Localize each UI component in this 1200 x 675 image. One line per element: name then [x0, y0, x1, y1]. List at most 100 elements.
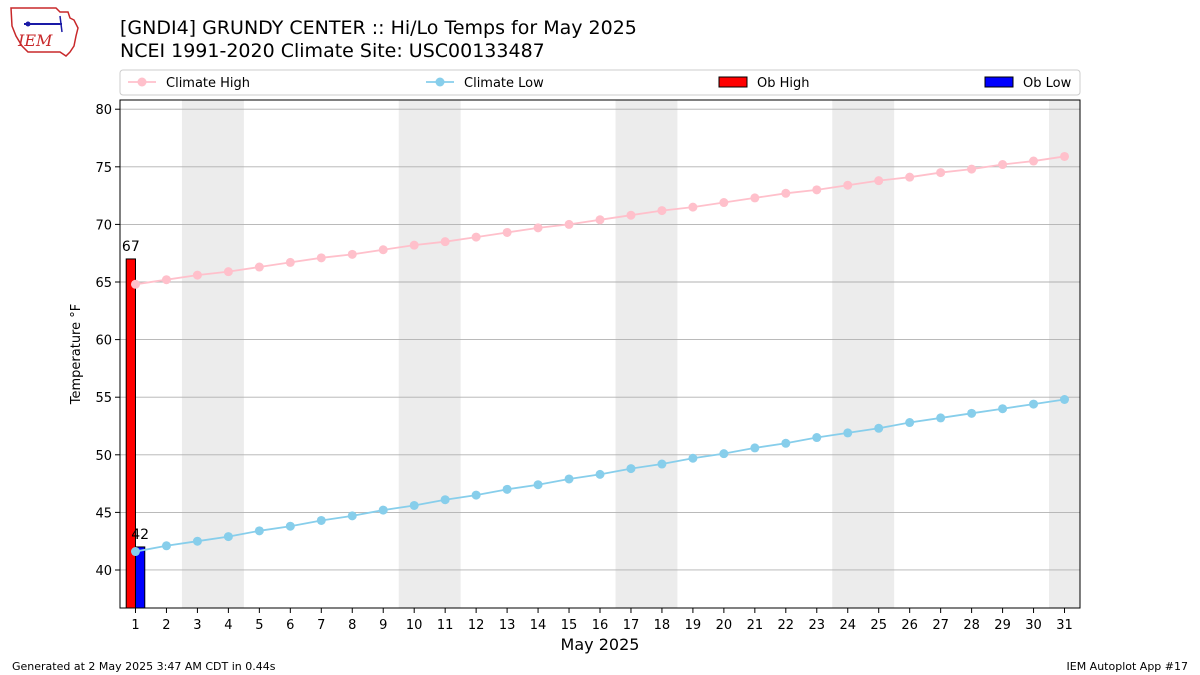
y-tick-label: 40 — [95, 564, 112, 579]
x-tick-label: 7 — [317, 618, 325, 633]
iem-logo: IEM — [10, 7, 79, 57]
climate-high-point — [626, 210, 636, 220]
climate-low-point — [657, 459, 667, 469]
legend-climate-low-label: Climate Low — [464, 76, 544, 91]
legend-climate-high-marker — [137, 77, 147, 87]
climate-low-point — [595, 469, 605, 479]
climate-high-point — [223, 267, 233, 277]
climate-high-point — [471, 232, 481, 242]
x-axis-label: May 2025 — [561, 635, 640, 654]
climate-low-point — [378, 505, 388, 515]
plot-frame — [119, 99, 1081, 609]
climate-high-point — [843, 180, 853, 190]
x-tick-label: 15 — [561, 618, 578, 633]
x-tick-label: 25 — [870, 618, 887, 633]
x-tick-label: 23 — [809, 618, 826, 633]
climate-high-point — [905, 172, 915, 182]
x-tick-label: 27 — [932, 618, 949, 633]
x-tick-label: 17 — [623, 618, 640, 633]
climate-low-point — [471, 490, 481, 500]
climate-high-point — [564, 219, 574, 229]
climate-high-point — [967, 164, 977, 174]
x-tick-label: 30 — [1025, 618, 1042, 633]
x-tick-label: 1 — [131, 618, 139, 633]
climate-high-point — [502, 227, 512, 237]
chart-subtitle: NCEI 1991-2020 Climate Site: USC00133487 — [120, 40, 545, 62]
x-tick-label: 18 — [654, 618, 671, 633]
climate-high-point — [719, 198, 729, 208]
weekend-band — [832, 100, 895, 608]
climate-low-point — [254, 526, 264, 536]
x-tick-label: 11 — [437, 618, 454, 633]
y-tick-label: 75 — [95, 161, 112, 176]
x-tick-label: 2 — [162, 618, 170, 633]
y-axis-label: Temperature °F — [69, 304, 84, 405]
legend-climate-high-label: Climate High — [166, 76, 250, 91]
y-tick-label: 65 — [95, 276, 112, 291]
climate-low-point — [161, 541, 171, 551]
climate-low-point — [688, 453, 698, 463]
climate-low-point — [781, 438, 791, 448]
y-tick-label: 70 — [95, 218, 112, 233]
x-tick-label: 19 — [685, 618, 702, 633]
x-tick-label: 4 — [224, 618, 232, 633]
climate-low-point — [130, 547, 140, 557]
climate-low-point — [409, 500, 419, 510]
x-tick-label: 26 — [901, 618, 918, 633]
climate-low-point — [223, 532, 233, 542]
legend-ob-low-label: Ob Low — [1023, 76, 1072, 91]
climate-high-point — [781, 188, 791, 198]
climate-high-line — [135, 155, 1065, 286]
legend-ob-low-swatch — [984, 76, 1014, 88]
climate-high-point — [409, 240, 419, 250]
climate-low-point — [905, 418, 915, 428]
x-tick-label: 6 — [286, 618, 294, 633]
x-tick-label: 31 — [1056, 618, 1073, 633]
legend-climate-low-marker — [435, 77, 445, 87]
x-tick-label: 29 — [994, 618, 1011, 633]
climate-low-point — [285, 521, 295, 531]
climate-low-point — [998, 404, 1008, 414]
climate-high-point — [161, 275, 171, 285]
climate-low-point — [564, 474, 574, 484]
climate-high-point — [595, 215, 605, 225]
ob-high-label: 67 — [122, 239, 140, 255]
legend-box — [119, 69, 1081, 96]
y-tick-label: 50 — [95, 449, 112, 464]
climate-high-point — [874, 176, 884, 186]
climate-high-point — [998, 160, 1008, 170]
climate-high-point — [378, 245, 388, 255]
climate-low-point — [843, 428, 853, 438]
climate-low-point — [812, 433, 822, 443]
climate-high-point — [750, 193, 760, 203]
climate-low-point — [1029, 399, 1039, 409]
climate-high-point — [1060, 151, 1070, 161]
climate-low-point — [936, 413, 946, 423]
x-tick-label: 22 — [778, 618, 795, 633]
x-tick-label: 24 — [839, 618, 856, 633]
climate-high-point — [347, 249, 357, 259]
climate-high-point — [254, 262, 264, 272]
ob-low-bar — [134, 546, 146, 609]
app-footer: IEM Autoplot App #17 — [1066, 660, 1189, 673]
climate-low-point — [719, 449, 729, 459]
chart-title: [GNDI4] GRUNDY CENTER :: Hi/Lo Temps for… — [120, 17, 637, 39]
y-tick-label: 80 — [95, 103, 112, 118]
climate-high-point — [1029, 156, 1039, 166]
climate-high-point — [285, 257, 295, 267]
climate-low-point — [874, 423, 884, 433]
climate-low-point — [192, 536, 202, 546]
x-tick-label: 12 — [468, 618, 485, 633]
climate-low-point — [440, 495, 450, 505]
x-tick-label: 28 — [963, 618, 980, 633]
logo-text: IEM — [17, 31, 53, 50]
climate-high-point — [812, 185, 822, 195]
climate-low-point — [750, 443, 760, 453]
climate-high-point — [657, 206, 667, 216]
x-tick-label: 3 — [193, 618, 201, 633]
ob-high-bar — [125, 258, 136, 609]
ob-low-label: 42 — [131, 527, 149, 543]
y-tick-label: 45 — [95, 506, 112, 521]
x-tick-label: 9 — [379, 618, 387, 633]
